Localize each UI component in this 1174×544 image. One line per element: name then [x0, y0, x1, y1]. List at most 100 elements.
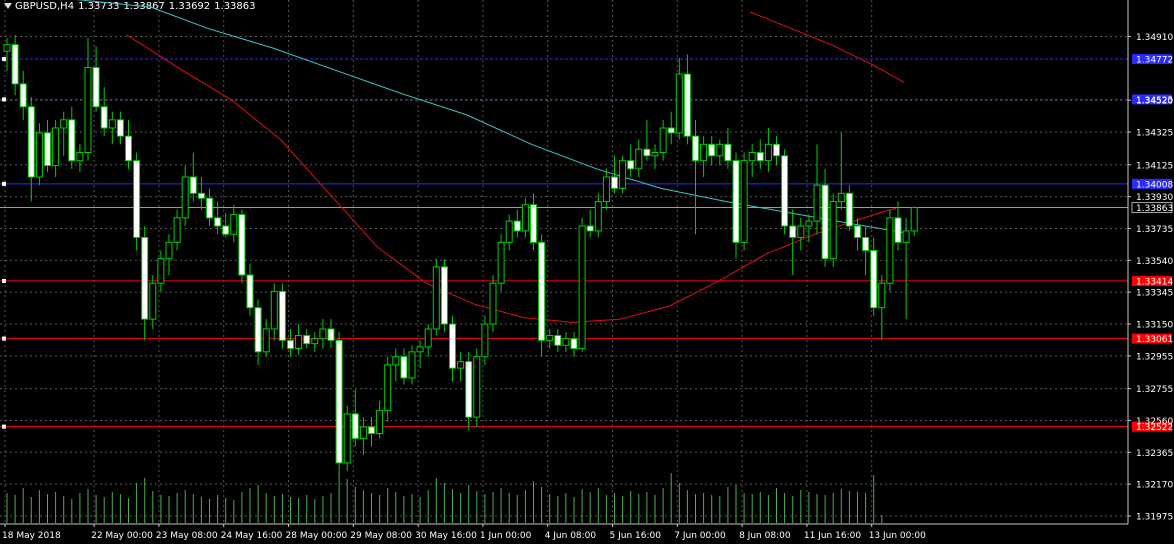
candle-body	[319, 328, 327, 340]
dropdown-triangle-icon[interactable]	[4, 3, 12, 9]
candle-body	[368, 426, 375, 435]
candle-body	[797, 225, 805, 238]
price-tick-label: 1.32170	[1136, 481, 1173, 491]
current-price-box	[1131, 202, 1173, 214]
candle-body	[416, 346, 424, 353]
candle-body	[400, 356, 408, 379]
candle-body	[392, 356, 400, 366]
level-price-label: 1.34772	[1136, 56, 1173, 66]
level-price-label: 1.34525	[1136, 96, 1173, 106]
candle-body	[821, 184, 829, 260]
candle-body	[270, 290, 278, 330]
candle-body	[100, 106, 108, 129]
candle-body	[789, 225, 797, 238]
candle-body	[351, 413, 359, 439]
candle-body	[440, 266, 448, 325]
candle-body	[829, 201, 837, 260]
candle-body	[295, 334, 303, 350]
candle-body	[497, 241, 505, 284]
candle-body	[902, 230, 910, 243]
candle-body	[692, 135, 699, 162]
time-tick-label: 8 Jun 08:00	[739, 531, 791, 541]
price-tick-label: 1.33345	[1136, 289, 1173, 299]
candle-body	[376, 410, 384, 435]
time-tick-label: 23 May 08:00	[156, 531, 218, 541]
candle-body	[886, 217, 894, 284]
candle-body	[3, 44, 11, 52]
candle-body	[781, 155, 789, 227]
candle-body	[813, 184, 821, 222]
candle-body	[92, 67, 100, 108]
candle-body	[408, 351, 416, 379]
level-anchor	[2, 181, 6, 186]
candle-body	[643, 148, 651, 157]
candle-body	[246, 274, 254, 309]
candle-body	[578, 225, 586, 350]
candle-body	[287, 339, 294, 350]
level-price-label: 1.34008	[1136, 180, 1173, 190]
candle-body	[862, 236, 870, 252]
ohlc-close: 1.33863	[214, 1, 256, 12]
candle-body	[424, 328, 432, 348]
time-tick-label: 24 May 16:00	[221, 531, 283, 541]
time-tick-label: 13 Jun 00:00	[869, 531, 926, 541]
candle-body	[335, 339, 343, 464]
candle-body	[505, 220, 513, 243]
candle-body	[141, 236, 149, 320]
level-anchor	[2, 57, 6, 62]
candle-body	[27, 106, 35, 178]
candle-body	[197, 192, 205, 199]
candle-body	[68, 119, 76, 162]
candle-body	[449, 323, 456, 369]
candle-body	[675, 73, 683, 134]
candle-body	[76, 152, 84, 162]
candle-body	[481, 323, 489, 358]
time-tick-label: 29 May 08:00	[350, 531, 412, 541]
candle-body	[173, 217, 181, 243]
candle-body	[837, 192, 845, 203]
candle-body	[262, 328, 270, 353]
level-anchor	[2, 97, 6, 102]
moving-average-cyan	[75, 0, 905, 234]
level-price-label: 1.32522	[1136, 423, 1173, 433]
candle-body	[756, 152, 764, 162]
candle-body	[384, 364, 392, 412]
candle-body	[327, 328, 335, 341]
candle-body	[359, 426, 367, 439]
candle-body	[35, 132, 43, 178]
candle-body	[133, 160, 141, 238]
time-tick-label: 18 May 2018	[2, 531, 61, 541]
candle-body	[165, 241, 173, 260]
candle-body	[230, 214, 238, 235]
candle-body	[586, 225, 594, 232]
level-price-box	[1132, 54, 1172, 65]
candle-body	[214, 217, 222, 227]
candle-body	[108, 119, 116, 129]
candle-body	[910, 207, 918, 232]
candle-body	[764, 143, 772, 162]
candle-body	[222, 225, 230, 235]
time-tick-label: 11 Jun 16:00	[804, 531, 861, 541]
candle-body	[44, 132, 51, 167]
ohlc-open: 1.33733	[78, 1, 120, 12]
level-anchor	[2, 278, 6, 283]
candle-body	[651, 152, 659, 157]
candle-body	[52, 127, 60, 167]
candle-body	[116, 119, 124, 137]
candle-body	[311, 338, 319, 345]
candle-body	[465, 361, 473, 418]
candle-body	[683, 73, 691, 137]
candle-body	[854, 225, 861, 238]
chart-grid	[0, 0, 1128, 524]
price-tick-label: 1.34125	[1136, 161, 1173, 171]
candle-body	[570, 338, 578, 350]
candle-body	[457, 361, 465, 369]
price-tick-label: 1.34325	[1136, 129, 1173, 139]
moving-average-red	[126, 34, 897, 323]
candle-body	[19, 83, 27, 108]
candle-body	[659, 127, 667, 154]
volume-bars	[6, 471, 883, 523]
price-tick-label: 1.33930	[1136, 193, 1173, 203]
